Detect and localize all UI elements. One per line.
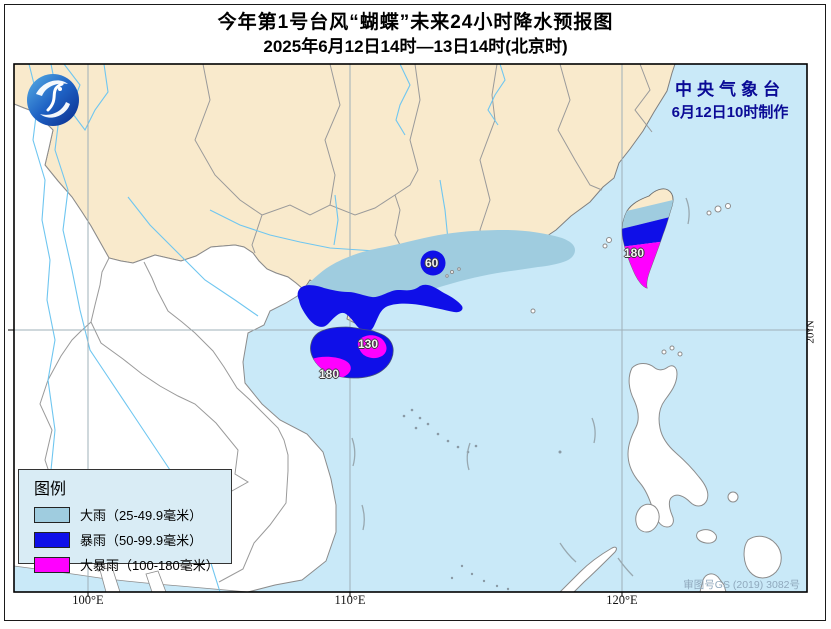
rain-max-label-guangdong: 60 [425,256,439,270]
legend-item-severe-rainstorm: 大暴雨（100-180毫米） [34,555,231,574]
lon-label-100e: 100°E [72,593,104,607]
lat-label-20n: 20°N [804,320,817,344]
lon-label-120e: 120°E [606,593,638,607]
page-subtitle: 2025年6月12日14时—13日14时(北京时) [263,37,568,56]
legend-item-rainstorm: 暴雨（50-99.9毫米） [34,530,231,549]
legend: 图例 大雨（25-49.9毫米） 暴雨（50-99.9毫米） 大暴雨（100-1… [18,469,232,573]
issue-time: 6月12日10时制作 [671,104,789,121]
map-approval-number: 审图号GS (2019) 3082号 [683,579,800,591]
legend-item-label: 大雨（25-49.9毫米） [80,508,203,523]
rain-blob-60 [420,250,446,276]
legend-header: 图例 [34,481,67,498]
page-title: 今年第1号台风“蝴蝶”未来24小时降水预报图 [217,12,614,33]
rain-max-label-hainan-east: 130 [358,337,379,351]
rain-area-rainstorm [297,284,463,333]
legend-item-heavy-rain: 大雨（25-49.9毫米） [34,505,231,524]
severe-rainstorm-swatch [34,556,70,573]
legend-item-label: 暴雨（50-99.9毫米） [80,533,203,548]
agency-stamp: 中央气象台 6月12日10时制作 [660,75,800,122]
rain-area-extreme-hainan-east [357,335,387,359]
axis-ticks [8,329,813,597]
boundary-dashes [351,197,690,577]
rain-max-label-hainan-sw: 180 [319,367,340,381]
map-border [13,63,808,593]
heavy-rain-swatch [34,506,70,523]
country-borders [39,257,289,583]
philippines [445,203,782,592]
rain-max-label-taiwan: 180 [624,246,645,260]
rainstorm-swatch [34,531,70,548]
agency-name: 中央气象台 [675,80,785,99]
legend-item-label: 大暴雨（100-180毫米） [80,558,219,573]
cma-logo-icon [27,74,79,126]
outer-frame [4,4,826,621]
lon-label-110e: 110°E [334,593,366,607]
province-borders [194,64,653,288]
coastal-islands [99,566,167,592]
